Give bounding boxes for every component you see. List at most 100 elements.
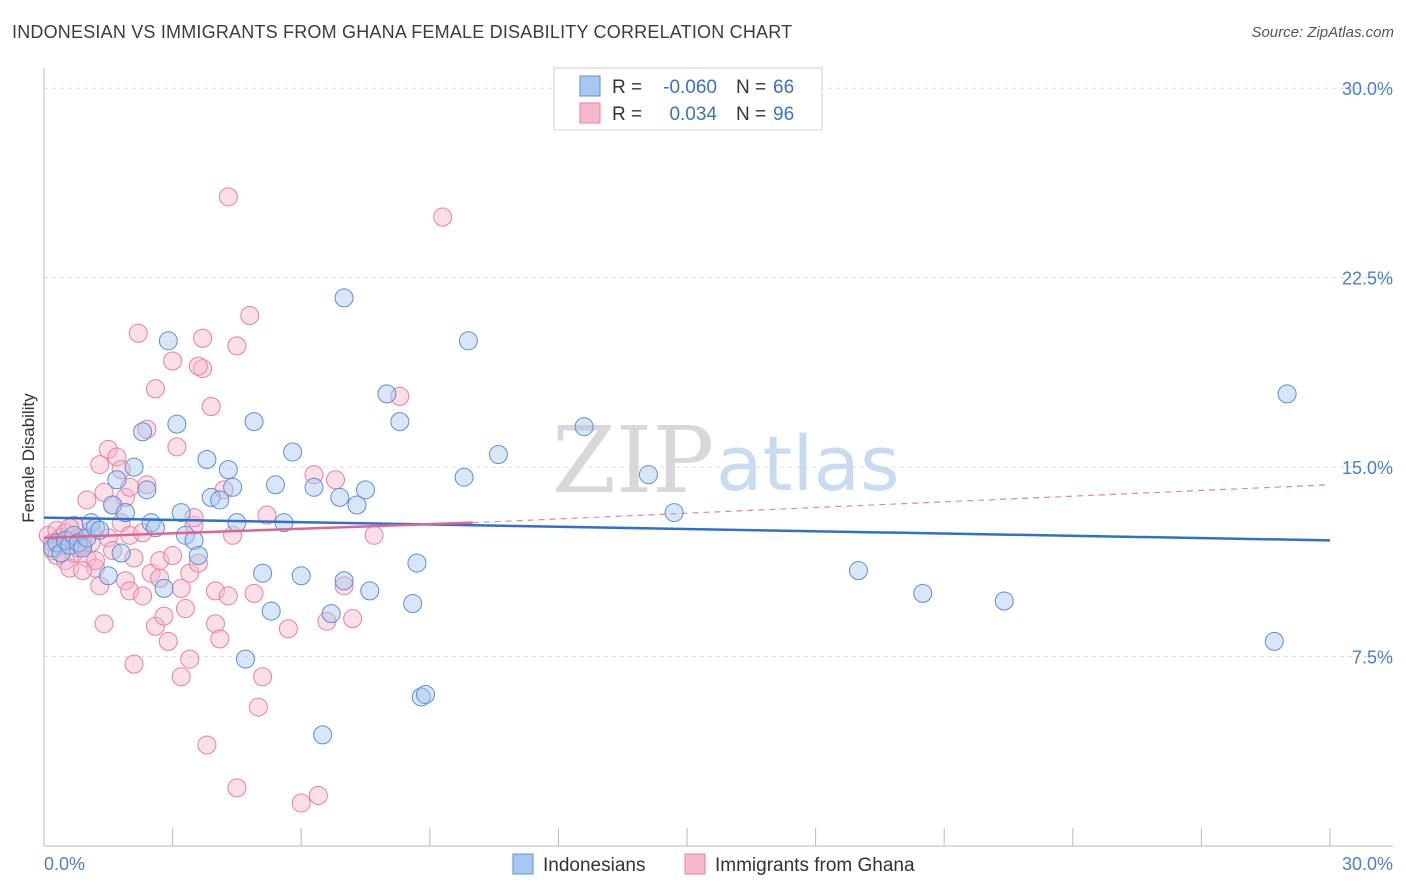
ghana-point (433, 207, 453, 227)
stats-r-label-0: R = (612, 77, 642, 98)
watermark-atlas: atlas (716, 419, 900, 508)
indonesian-point (356, 480, 375, 500)
ghana-point (85, 551, 105, 571)
indonesian-point (638, 465, 658, 485)
ghana-point (90, 455, 110, 475)
stats-n-label-0: N = (736, 77, 766, 98)
ghana-point (248, 697, 268, 717)
indonesian-trend-line (43, 516, 1331, 542)
stats-legend-swatch-indonesians (579, 75, 601, 97)
indonesian-point (664, 503, 684, 523)
indonesian-point (158, 331, 178, 351)
indonesian-point (488, 444, 508, 464)
ghana-point (240, 306, 260, 326)
indonesian-point (330, 487, 350, 507)
ghana-point (171, 578, 191, 598)
indonesian-point (137, 480, 157, 500)
indonesian-point (1264, 631, 1284, 651)
ghana-point (150, 568, 170, 588)
indonesian-point (261, 601, 281, 621)
y-tick-label: 7.5% (1352, 648, 1393, 668)
indonesian-point (313, 725, 333, 745)
indonesian-point (390, 412, 410, 432)
stats-n-value-1: 96 (773, 104, 794, 125)
indonesian-points (43, 288, 1297, 745)
indonesian-point (347, 495, 367, 515)
ghana-point (210, 629, 230, 649)
indonesian-point (321, 604, 341, 624)
ghana-point (120, 581, 140, 601)
ghana-point (218, 187, 238, 207)
indonesian-point (244, 412, 264, 432)
ghana-point (218, 586, 238, 606)
indonesian-point (223, 477, 243, 497)
indonesian-point (334, 571, 354, 591)
indonesian-point (188, 546, 208, 566)
ghana-point (205, 581, 225, 601)
ghana-point (133, 586, 153, 606)
ghana-point (227, 336, 247, 356)
ghana-point (107, 447, 127, 467)
indonesian-point (994, 591, 1014, 611)
indonesian-point (227, 513, 247, 533)
ghana-point (115, 571, 135, 591)
ghana-point (193, 328, 213, 348)
indonesian-point (403, 594, 423, 614)
ghana-point (188, 356, 208, 376)
indonesian-point (197, 450, 217, 470)
indonesian-point (377, 384, 397, 404)
indonesian-point (171, 503, 191, 523)
indonesian-point (407, 553, 427, 573)
y-axis-title: Female Disability (19, 393, 38, 523)
indonesian-point (416, 684, 436, 704)
ghana-point (154, 606, 174, 626)
indonesian-point (111, 543, 131, 563)
indonesian-point (360, 581, 380, 601)
bottom-legend: Indonesians Immigrants from Ghana (512, 853, 915, 876)
ghana-point (364, 525, 384, 545)
legend-swatch-ghana (684, 853, 706, 875)
ghana-point (257, 505, 277, 525)
stats-n-label-1: N = (736, 104, 766, 125)
indonesian-point (73, 538, 93, 558)
indonesian-point (218, 460, 238, 480)
ghana-point (163, 351, 183, 371)
ghana-point (184, 508, 204, 528)
ghana-point (244, 583, 264, 603)
ghana-point (197, 735, 217, 755)
indonesian-point (848, 561, 868, 581)
ghana-point (291, 793, 311, 813)
ghana-point (334, 576, 354, 596)
chart-title: INDONESIAN VS IMMIGRANTS FROM GHANA FEMA… (12, 22, 793, 42)
stats-legend: R = -0.060 N = 66 R = 0.034 N = 96 (553, 67, 823, 131)
indonesian-point (265, 475, 285, 495)
stats-r-value-1: 0.034 (669, 104, 717, 125)
ghana-point (343, 609, 363, 629)
trend-lines (43, 484, 1331, 542)
ghana-points (38, 187, 453, 813)
ghana-point (253, 667, 273, 687)
stats-legend-swatch-ghana (579, 102, 601, 124)
watermark-zip: ZIP (552, 407, 714, 514)
ghana-point (180, 649, 200, 669)
ghana-point (308, 785, 328, 805)
ghana-trend-line (43, 521, 473, 540)
indonesian-point (1277, 384, 1297, 404)
ghana-point (124, 548, 144, 568)
y-tick-labels: 7.5% 15.0% 22.5% 30.0% (1342, 79, 1393, 667)
indonesian-point (291, 566, 311, 586)
indonesian-point (458, 331, 478, 351)
x-tick-label-max: 30.0% (1342, 854, 1393, 874)
ghana-point (145, 379, 165, 399)
indonesian-point (253, 563, 273, 583)
indonesian-point (133, 422, 153, 442)
y-tick-label: 22.5% (1342, 269, 1393, 289)
indonesian-point (235, 649, 255, 669)
ghana-point (73, 561, 93, 581)
ghana-point (227, 778, 247, 798)
chart-source: Source: ZipAtlas.com (1251, 24, 1394, 41)
ghana-point (201, 396, 221, 416)
ghana-point (128, 323, 148, 343)
indonesian-point (454, 467, 474, 487)
